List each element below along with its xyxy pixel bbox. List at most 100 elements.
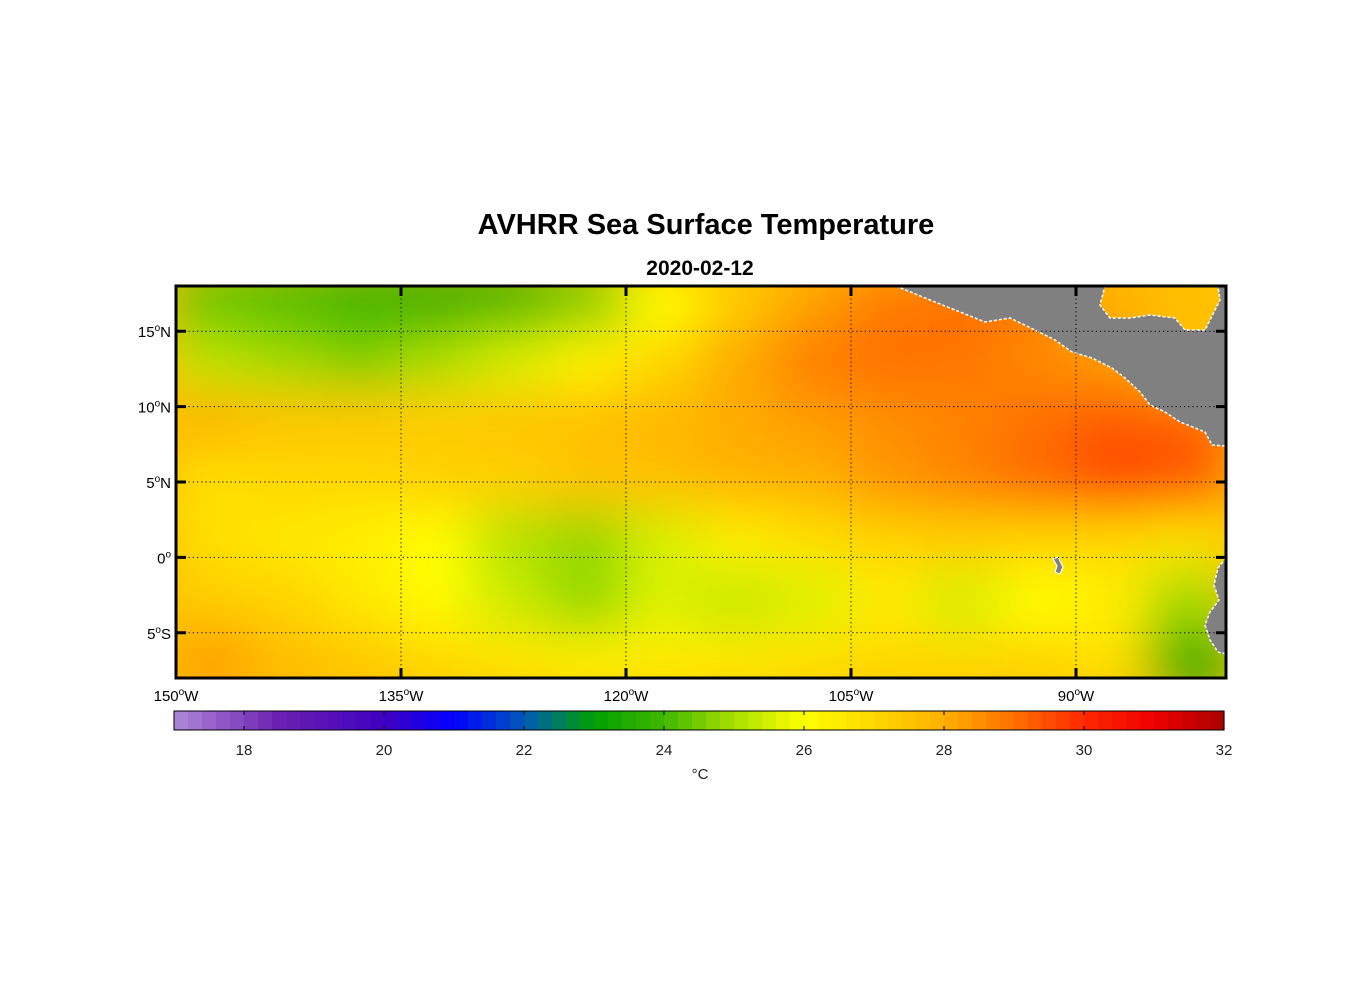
colorbar-cell	[804, 711, 819, 730]
sst-cell	[1074, 389, 1153, 454]
sst-cell	[176, 389, 253, 454]
colorbar-tick-label: 24	[656, 742, 673, 759]
colorbar-cell	[440, 711, 455, 730]
sst-cell	[699, 510, 778, 575]
sst-cell	[999, 389, 1078, 454]
colorbar-cell	[1154, 711, 1169, 730]
sst-cell	[176, 329, 253, 394]
sst-cell	[849, 570, 928, 635]
colorbar-cell	[230, 711, 245, 730]
sst-cell	[849, 286, 928, 334]
colorbar-cell	[776, 711, 791, 730]
sst-cell	[324, 286, 403, 334]
sst-cell	[249, 510, 328, 575]
sst-cell	[699, 389, 778, 454]
sst-cell	[624, 389, 703, 454]
sst-cell	[924, 329, 1003, 394]
colorbar-cell	[468, 711, 483, 730]
longitude-tick-label: 90oW	[1058, 687, 1095, 705]
sst-cell	[1074, 570, 1153, 635]
sst-cell	[324, 449, 403, 515]
latitude-tick-label: 10oN	[138, 399, 171, 417]
sst-cell	[176, 570, 253, 635]
sst-cell	[924, 630, 1003, 678]
sst-cell	[849, 389, 928, 454]
colorbar-cell	[874, 711, 889, 730]
latitude-tick-label: 15oN	[138, 323, 171, 341]
colorbar-cell	[1168, 711, 1183, 730]
sst-cell	[399, 570, 478, 635]
colorbar-cell	[188, 711, 203, 730]
sst-cell	[924, 570, 1003, 635]
colorbar-cell	[496, 711, 511, 730]
colorbar-cell	[1210, 711, 1225, 730]
colorbar-cell	[482, 711, 497, 730]
sst-cell	[549, 510, 628, 575]
sst-cell	[849, 630, 928, 678]
colorbar-cell	[818, 711, 833, 730]
colorbar-cell	[860, 711, 875, 730]
colorbar-cell	[846, 711, 861, 730]
sst-cell	[1149, 510, 1226, 575]
sst-cell	[999, 449, 1078, 515]
colorbar-cell	[720, 711, 735, 730]
frame-ticks	[174, 286, 1226, 678]
sst-cell	[176, 286, 253, 334]
sst-cell	[324, 389, 403, 454]
colorbar-cell	[202, 711, 217, 730]
colorbar-cell	[650, 711, 665, 730]
colorbar-cell	[300, 711, 315, 730]
sst-cell	[1074, 510, 1153, 575]
sst-cell	[474, 510, 553, 575]
sst-cell	[399, 510, 478, 575]
colorbar-cell	[314, 711, 329, 730]
sst-cell	[474, 329, 553, 394]
sst-cell	[249, 389, 328, 454]
colorbar-cell	[1140, 711, 1155, 730]
longitude-tick-label: 135oW	[379, 687, 425, 705]
colorbar-cell	[1084, 711, 1099, 730]
colorbar-cell	[790, 711, 805, 730]
colorbar-cell	[902, 711, 917, 730]
sst-cell	[999, 570, 1078, 635]
sst-cell	[549, 286, 628, 334]
colorbar-cell	[1126, 711, 1141, 730]
sst-cell	[324, 630, 403, 678]
sst-cell	[924, 510, 1003, 575]
sst-cell	[399, 329, 478, 394]
sst-cell	[399, 286, 478, 334]
colorbar-cells	[174, 711, 1225, 730]
sst-cell	[699, 329, 778, 394]
colorbar-cell	[748, 711, 763, 730]
colorbar-cell	[1070, 711, 1085, 730]
colorbar-cell	[664, 711, 679, 730]
sst-cell	[474, 630, 553, 678]
colorbar-cell	[356, 711, 371, 730]
sst-cell	[324, 570, 403, 635]
colorbar-cell	[454, 711, 469, 730]
sst-cell	[699, 286, 778, 334]
colorbar-cell	[972, 711, 987, 730]
sst-cell	[849, 329, 928, 394]
colorbar-cell	[986, 711, 1001, 730]
sst-cell	[624, 329, 703, 394]
central-america-land	[895, 286, 1226, 447]
sst-cell	[549, 389, 628, 454]
map-subtitle: 2020-02-12	[646, 257, 753, 280]
colorbar-cell	[608, 711, 623, 730]
longitude-tick-label: 150oW	[154, 687, 200, 705]
sst-cell	[249, 286, 328, 334]
colorbar-cell	[832, 711, 847, 730]
colorbar-cell	[958, 711, 973, 730]
map-title: AVHRR Sea Surface Temperature	[478, 209, 935, 241]
colorbar-cell	[580, 711, 595, 730]
colorbar-cell	[762, 711, 777, 730]
colorbar-cell	[342, 711, 357, 730]
colorbar-cell	[216, 711, 231, 730]
colorbar-cell	[1000, 711, 1015, 730]
sst-cell	[474, 286, 553, 334]
sst-cell	[399, 389, 478, 454]
sst-cell	[924, 389, 1003, 454]
colorbar-cell	[426, 711, 441, 730]
